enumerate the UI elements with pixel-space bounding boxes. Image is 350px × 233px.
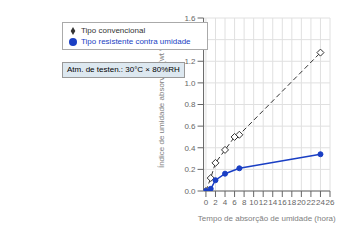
svg-text:1.0: 1.0 — [184, 79, 196, 88]
svg-text:26: 26 — [326, 198, 335, 207]
svg-text:4: 4 — [223, 198, 228, 207]
svg-text:16: 16 — [278, 198, 287, 207]
svg-text:0.8: 0.8 — [184, 100, 196, 109]
svg-text:8: 8 — [242, 198, 247, 207]
svg-text:18: 18 — [287, 198, 296, 207]
svg-text:1.6: 1.6 — [184, 14, 196, 23]
svg-text:12: 12 — [259, 198, 268, 207]
svg-text:0.0: 0.0 — [184, 187, 196, 196]
svg-text:22: 22 — [306, 198, 315, 207]
svg-text:Índice de umidade absorvida (w: Índice de umidade absorvida (wt %) — [157, 41, 166, 169]
svg-text:10: 10 — [249, 198, 258, 207]
svg-text:0.4: 0.4 — [184, 144, 196, 153]
svg-text:0.6: 0.6 — [184, 122, 196, 131]
svg-text:Tempo de absorção de umidade (: Tempo de absorção de umidade (hora) — [198, 214, 336, 223]
svg-text:0.2: 0.2 — [184, 165, 196, 174]
svg-text:14: 14 — [268, 198, 277, 207]
svg-text:24: 24 — [316, 198, 325, 207]
svg-text:0: 0 — [204, 198, 209, 207]
svg-text:1.4: 1.4 — [184, 35, 196, 44]
svg-text:1.2: 1.2 — [184, 57, 196, 66]
svg-text:6: 6 — [232, 198, 237, 207]
svg-text:2: 2 — [213, 198, 218, 207]
svg-text:20: 20 — [297, 198, 306, 207]
